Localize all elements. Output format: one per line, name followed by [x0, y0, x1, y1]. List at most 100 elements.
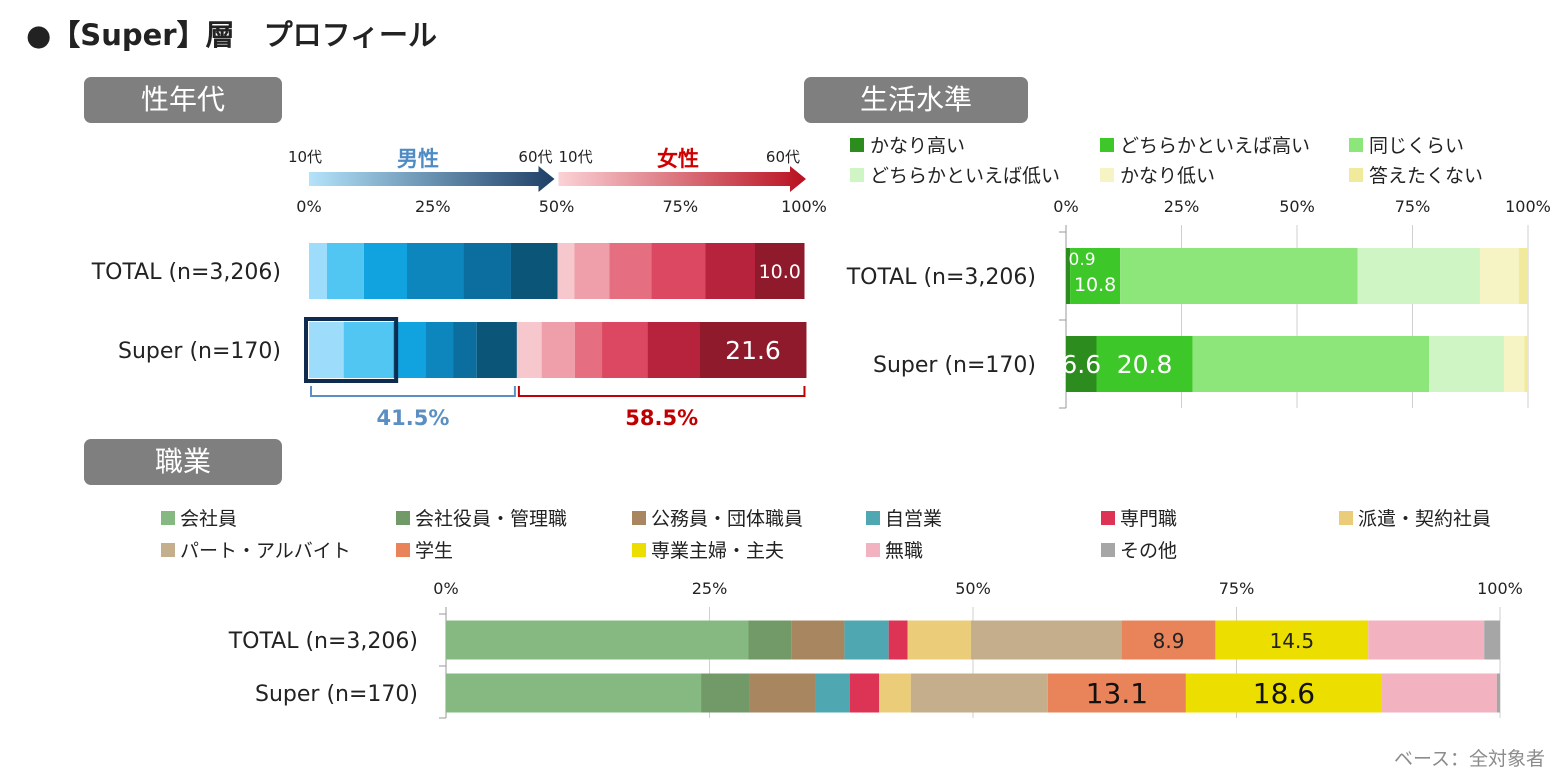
male-age-end: 60代 [518, 148, 552, 166]
category-label: Super (n=170) [873, 353, 1036, 378]
legend-label: 無職 [885, 540, 923, 562]
male-label: 男性 [397, 147, 439, 171]
bar-segment [1070, 248, 1121, 304]
legend-label: 会社員 [180, 508, 237, 530]
bar-segment [1121, 620, 1216, 660]
female-age-arrow [558, 166, 806, 192]
bar-segment [699, 322, 807, 378]
bar-segment [1215, 620, 1369, 660]
legend-swatch [1349, 168, 1363, 182]
section-title-gender-age: 性年代 [84, 77, 282, 123]
bar-segment [815, 673, 850, 713]
legend-label: 会社役員・管理職 [415, 508, 567, 530]
bar-segment [425, 322, 454, 378]
bar-segment [516, 322, 542, 378]
data-label: 10.8 [1074, 274, 1116, 296]
legend-label: その他 [1120, 540, 1177, 562]
category-label: Super (n=170) [118, 339, 281, 364]
share-bracket [517, 386, 806, 397]
bar-segment [754, 243, 805, 299]
legend-swatch [161, 511, 175, 525]
bar-segment [609, 243, 652, 299]
bar-segment [453, 322, 477, 378]
tick-label: 50% [955, 579, 991, 598]
bar-segment [446, 620, 749, 660]
tick-label: 100% [1477, 579, 1523, 598]
category-label: TOTAL (n=3,206) [228, 629, 418, 654]
legend-swatch [632, 511, 646, 525]
bar-segment [701, 673, 750, 713]
legend-swatch [1100, 138, 1114, 152]
data-label: 18.6 [1253, 677, 1315, 710]
bar-segment [1429, 336, 1504, 392]
legend-label: 同じくらい [1369, 135, 1464, 157]
bar-segment [970, 620, 1122, 660]
bar-segment [1484, 620, 1500, 660]
bar-segment [1518, 248, 1528, 304]
tick-label: 50% [539, 197, 575, 216]
data-label: 21.6 [725, 336, 781, 365]
tick-label: 0% [296, 197, 321, 216]
tick-label: 25% [692, 579, 728, 598]
bar-segment [541, 322, 575, 378]
bar-segment [1381, 673, 1497, 713]
tick-label: 75% [1395, 197, 1431, 216]
legend-swatch [1100, 168, 1114, 182]
bar-segment [749, 673, 816, 713]
bar-segment [393, 322, 426, 378]
bar-segment [791, 620, 845, 660]
category-label: TOTAL (n=3,206) [846, 265, 1036, 290]
legend-swatch [1101, 511, 1115, 525]
bar-segment [574, 322, 603, 378]
bar-segment [849, 673, 880, 713]
bar-segment [748, 620, 792, 660]
bar-segment [1066, 248, 1071, 304]
tick-label: 50% [1279, 197, 1315, 216]
legend-swatch [632, 543, 646, 557]
bar-segment [343, 322, 394, 378]
category-label: TOTAL (n=3,206) [91, 260, 281, 285]
bar-segment [1047, 673, 1186, 713]
occupation-chart: 会社員 会社役員・管理職 公務員・団体職員 自営業 専門職 派遣・契約社員パート・アルバイ… [161, 508, 1523, 719]
legend-label: かなり低い [1120, 165, 1215, 187]
data-label: 20.8 [1117, 350, 1173, 379]
female-label: 女性 [657, 147, 699, 171]
bar-segment [647, 322, 700, 378]
female-age-start: 10代 [559, 148, 593, 166]
tick-label: 0% [1053, 197, 1078, 216]
bar-segment [1357, 248, 1480, 304]
bar-segment [910, 673, 1048, 713]
gender-age-chart: 10代 60代 10代 60代 男性 女性 0% 25% 50% 75% 100% TOTAL (n=… [91, 147, 827, 430]
bar-segment [1496, 673, 1500, 713]
data-label: 13.1 [1086, 677, 1148, 710]
bar-segment [1120, 248, 1358, 304]
bar-segment [879, 673, 911, 713]
tick-label: 100% [1505, 197, 1551, 216]
legend-label: 答えたくない [1369, 165, 1483, 187]
legend-label: 派遣・契約社員 [1358, 508, 1491, 530]
bar-segment [557, 243, 575, 299]
legend-swatch [396, 511, 410, 525]
section-title-living-standard: 生活水準 [804, 77, 1028, 123]
bar-segment [1096, 336, 1193, 392]
page-title: ●【Super】層 プロフィール [26, 18, 437, 52]
bar-segment [574, 243, 610, 299]
tick-label: 0% [433, 579, 458, 598]
bar-segment [309, 322, 344, 378]
share-bracket [310, 386, 516, 397]
bar-segment [705, 243, 755, 299]
bar-segment [1185, 673, 1382, 713]
bar-segment [651, 243, 706, 299]
male-age-arrow [309, 166, 555, 192]
data-label: 14.5 [1270, 629, 1315, 653]
legend-label: 自営業 [885, 508, 942, 530]
bar-segment [1066, 336, 1097, 392]
bar-segment [1479, 248, 1519, 304]
legend-label: 学生 [415, 540, 453, 562]
data-label: 0.9 [1069, 250, 1096, 270]
legend-swatch [866, 511, 880, 525]
bar-segment [326, 243, 364, 299]
legend-swatch [866, 543, 880, 557]
legend-swatch [850, 138, 864, 152]
